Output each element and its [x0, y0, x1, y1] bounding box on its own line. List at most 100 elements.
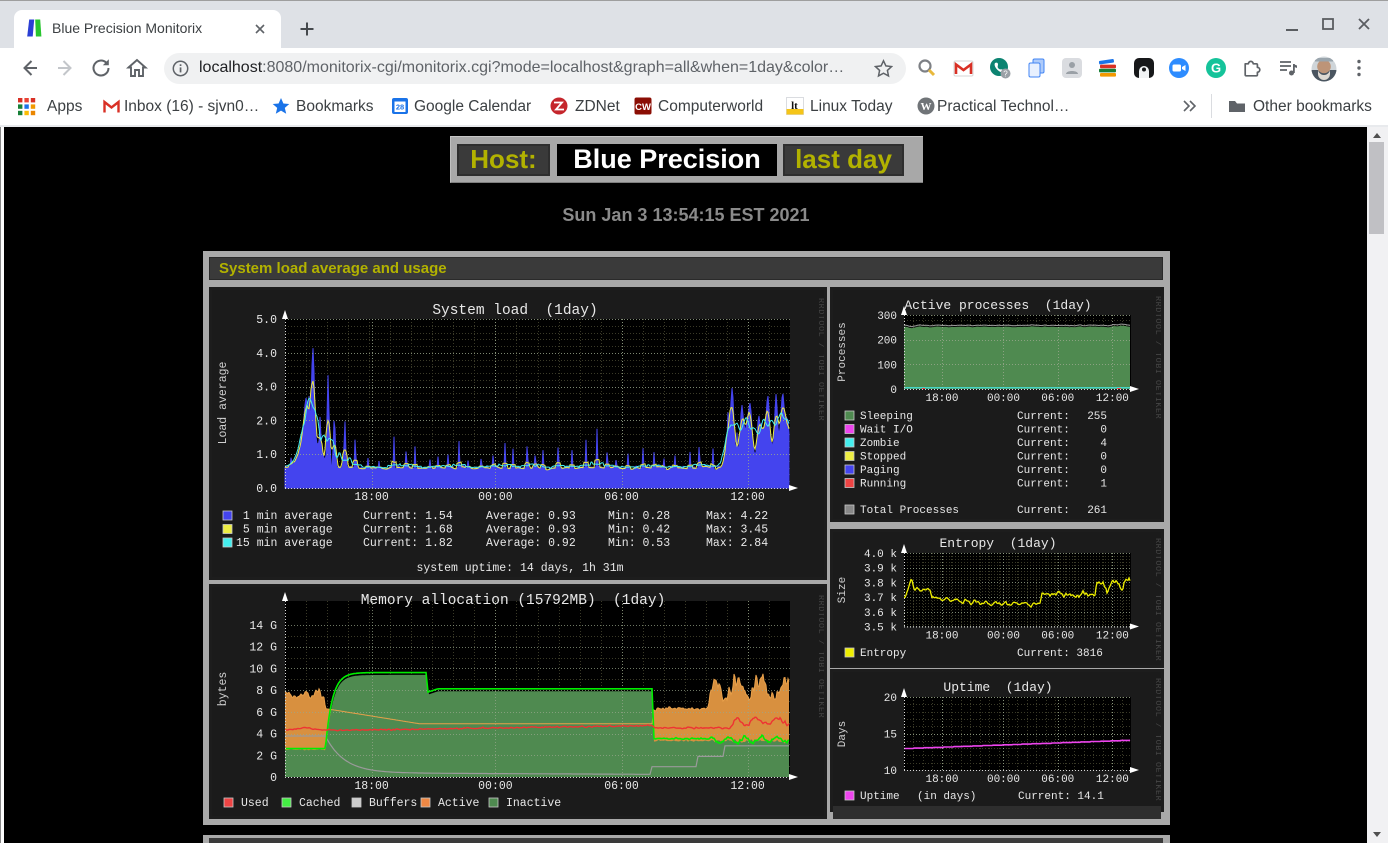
svg-text:15 min average: 15 min average: [236, 537, 333, 550]
svg-text:Current:: Current:: [1017, 465, 1070, 477]
svg-text:100: 100: [877, 360, 897, 372]
svg-text:28: 28: [396, 103, 404, 112]
svg-text:Buffers: Buffers: [369, 797, 417, 810]
svg-text:Min: 0.53: Min: 0.53: [608, 537, 670, 550]
svg-text:0: 0: [270, 772, 277, 785]
svg-text:Max: 3.45: Max: 3.45: [706, 523, 768, 536]
svg-text:Min: 0.42: Min: 0.42: [608, 523, 670, 536]
svg-text:3.5 k: 3.5 k: [864, 622, 897, 634]
svg-text:4.0 k: 4.0 k: [864, 549, 897, 561]
svg-text:CW: CW: [635, 102, 651, 113]
svg-text:Stopped: Stopped: [860, 451, 906, 463]
svg-text:1 min average: 1 min average: [236, 510, 333, 523]
svg-text:14 G: 14 G: [249, 620, 277, 633]
svg-text:00:00: 00:00: [987, 774, 1020, 786]
svg-text:Current: 14.1: Current: 14.1: [1018, 791, 1104, 803]
svg-text:4: 4: [1100, 438, 1107, 450]
svg-text:Current: 1.68: Current: 1.68: [363, 523, 453, 536]
svg-text:Days: Days: [837, 721, 849, 747]
svg-text:0: 0: [1100, 451, 1107, 463]
svg-text:Total Processes: Total Processes: [860, 505, 959, 517]
svg-text:5 min average: 5 min average: [236, 523, 333, 536]
svg-text:Inactive: Inactive: [506, 797, 561, 810]
svg-text:06:00: 06:00: [604, 491, 639, 504]
svg-text:Current: 1.82: Current: 1.82: [363, 537, 453, 550]
svg-text:Average: 0.93: Average: 0.93: [486, 510, 576, 523]
svg-text:4 G: 4 G: [256, 729, 277, 742]
svg-text:Processes: Processes: [837, 322, 849, 381]
svg-text:(in days): (in days): [917, 791, 976, 803]
svg-text:Cached: Cached: [299, 797, 340, 810]
svg-text:12:00: 12:00: [1096, 774, 1129, 786]
svg-text:Running: Running: [860, 478, 906, 490]
svg-text:Average: 0.92: Average: 0.92: [486, 537, 576, 550]
svg-text:Active: Active: [438, 797, 480, 810]
svg-text:Active processes (1day): Active processes (1day): [904, 298, 1091, 313]
svg-text:Size: Size: [837, 576, 849, 602]
svg-text:255: 255: [1087, 411, 1107, 423]
svg-text:18:00: 18:00: [925, 630, 958, 642]
svg-text:Current:: Current:: [1017, 438, 1070, 450]
svg-text:Max: 2.84: Max: 2.84: [706, 537, 768, 550]
svg-text:0: 0: [1100, 465, 1107, 477]
svg-text:Used: Used: [241, 797, 269, 810]
svg-text:System load (1day): System load (1day): [432, 303, 597, 319]
svg-text:RRDTOOL / TOBI OETIKER: RRDTOOL / TOBI OETIKER: [816, 595, 824, 718]
svg-text:261: 261: [1087, 505, 1107, 517]
svg-text:Wait I/O: Wait I/O: [860, 424, 913, 436]
svg-text:20: 20: [884, 693, 897, 705]
svg-text:Min: 0.28: Min: 0.28: [608, 510, 670, 523]
svg-text:G: G: [1211, 61, 1221, 76]
svg-text:Current: 3816: Current: 3816: [1017, 648, 1103, 660]
svg-text:00:00: 00:00: [987, 393, 1020, 405]
svg-text:Memory allocation (15792MB) (: Memory allocation (15792MB) (1day): [361, 593, 666, 609]
svg-text:Max: 4.22: Max: 4.22: [706, 510, 768, 523]
svg-text:Current:: Current:: [1017, 478, 1070, 490]
svg-text:2.0: 2.0: [256, 415, 277, 428]
svg-text:Current:: Current:: [1017, 411, 1070, 423]
svg-text:18:00: 18:00: [925, 393, 958, 405]
svg-text:300: 300: [877, 311, 897, 323]
svg-text:RRDTOOL / TOBI OETIKER: RRDTOOL / TOBI OETIKER: [1153, 538, 1161, 661]
svg-text:3.6 k: 3.6 k: [864, 607, 897, 619]
svg-text:RRDTOOL / TOBI OETIKER: RRDTOOL / TOBI OETIKER: [816, 298, 824, 421]
svg-text:10: 10: [884, 766, 897, 778]
svg-text:Average: 0.93: Average: 0.93: [486, 523, 576, 536]
svg-text:12:00: 12:00: [1096, 393, 1129, 405]
svg-text:0: 0: [1100, 424, 1107, 436]
svg-text:0: 0: [890, 385, 897, 397]
svg-text:3.8 k: 3.8 k: [864, 578, 897, 590]
svg-text:15: 15: [884, 730, 897, 742]
svg-text:8 G: 8 G: [256, 685, 277, 698]
svg-text:06:00: 06:00: [1041, 630, 1074, 642]
svg-text:6 G: 6 G: [256, 707, 277, 720]
svg-text:Sleeping: Sleeping: [860, 411, 913, 423]
svg-text:3.7 k: 3.7 k: [864, 593, 897, 605]
svg-text:00:00: 00:00: [478, 780, 513, 793]
svg-text:Current:: Current:: [1017, 505, 1070, 517]
svg-text:3.0: 3.0: [256, 381, 277, 394]
svg-text:2 G: 2 G: [256, 750, 277, 763]
svg-text:0.0: 0.0: [256, 483, 277, 496]
svg-text:18:00: 18:00: [354, 780, 389, 793]
svg-text:06:00: 06:00: [1041, 774, 1074, 786]
svg-text:Uptime (1day): Uptime (1day): [943, 680, 1052, 695]
svg-text:200: 200: [877, 335, 897, 347]
svg-text:12:00: 12:00: [730, 780, 765, 793]
svg-text:Current:: Current:: [1017, 451, 1070, 463]
svg-text:5.0: 5.0: [256, 314, 277, 327]
svg-text:18:00: 18:00: [925, 774, 958, 786]
svg-text:06:00: 06:00: [1041, 393, 1074, 405]
svg-text:12:00: 12:00: [730, 491, 765, 504]
svg-text:12:00: 12:00: [1096, 630, 1129, 642]
svg-text:?: ?: [1003, 70, 1008, 79]
svg-text:lt: lt: [791, 100, 798, 112]
svg-text:RRDTOOL / TOBI OETIKER: RRDTOOL / TOBI OETIKER: [1153, 678, 1161, 801]
svg-text:4.0: 4.0: [256, 347, 277, 360]
svg-text:Uptime: Uptime: [860, 791, 900, 803]
svg-text:W: W: [921, 101, 932, 113]
svg-text:bytes: bytes: [217, 672, 230, 707]
svg-text:1.0: 1.0: [256, 449, 277, 462]
svg-text:RRDTOOL / TOBI OETIKER: RRDTOOL / TOBI OETIKER: [1153, 296, 1161, 419]
svg-text:1: 1: [1100, 478, 1107, 490]
